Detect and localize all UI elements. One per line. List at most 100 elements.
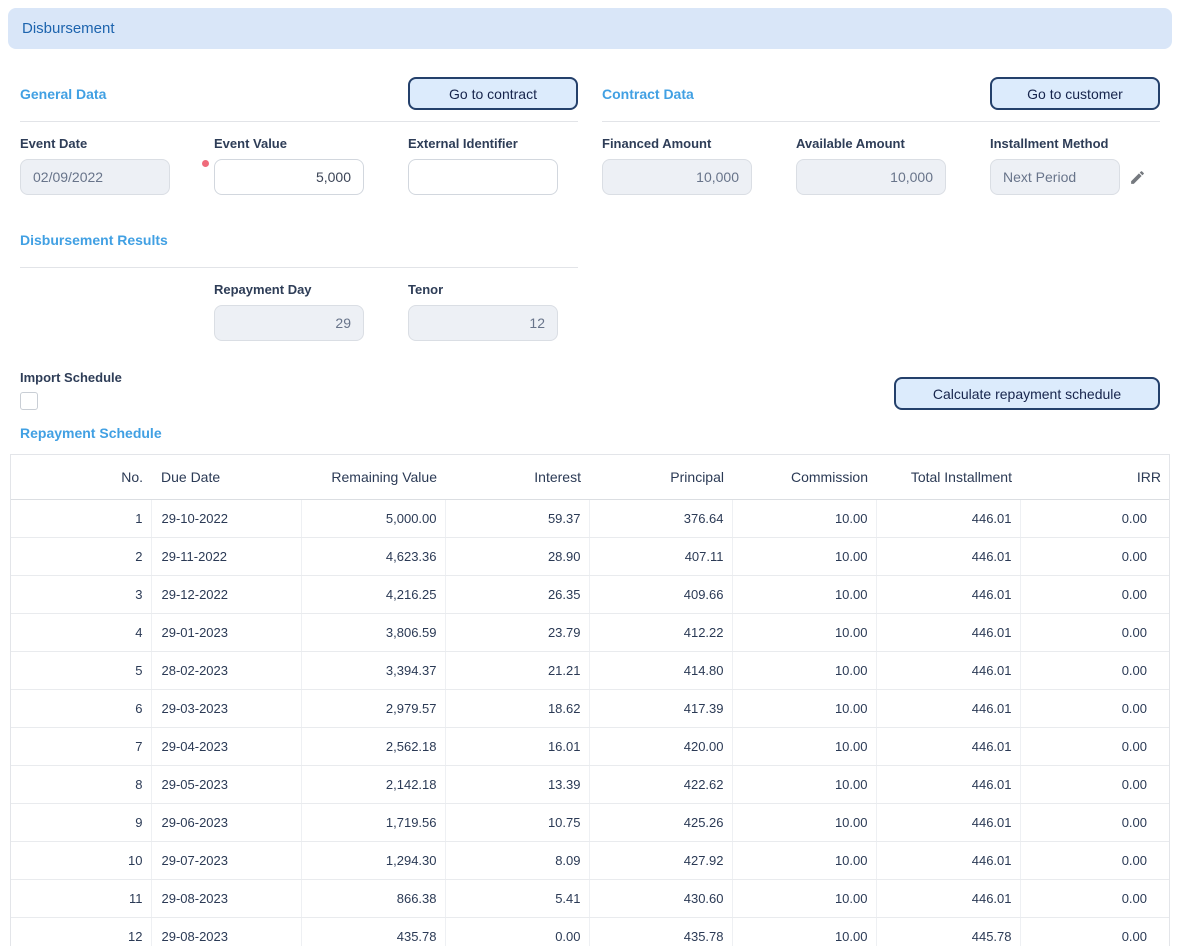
- import-schedule-label: Import Schedule: [20, 370, 122, 385]
- schedule-cell: 417.39: [588, 689, 732, 728]
- schedule-cell: 5: [11, 651, 151, 690]
- schedule-cell: 427.92: [588, 841, 732, 880]
- schedule-cell: 29-03-2023: [150, 689, 301, 728]
- pencil-icon[interactable]: [1129, 169, 1146, 186]
- column-header-principal: Principal: [589, 455, 732, 500]
- installment-method-input: [990, 159, 1120, 195]
- event-value-input[interactable]: [214, 159, 364, 195]
- schedule-cell: 10.75: [444, 803, 589, 842]
- external-identifier-input[interactable]: [408, 159, 558, 195]
- schedule-cell: 10: [11, 841, 151, 880]
- import-schedule-checkbox[interactable]: [20, 392, 38, 410]
- disbursement-results-section: Disbursement Results Repayment Day Tenor: [20, 223, 578, 341]
- available-amount-input: [796, 159, 946, 195]
- schedule-cell: 29-07-2023: [150, 841, 301, 880]
- available-amount-label: Available Amount: [796, 136, 905, 151]
- schedule-cell: 445.78: [875, 917, 1020, 946]
- disbursement-results-heading: Disbursement Results: [20, 231, 168, 248]
- schedule-cell: 10.00: [731, 727, 876, 766]
- schedule-cell: 21.21: [444, 651, 589, 690]
- divider: [20, 267, 578, 268]
- repayment-day-field: Repayment Day: [214, 282, 364, 341]
- schedule-cell: 12: [11, 917, 151, 946]
- schedule-cell: 420.00: [588, 727, 732, 766]
- schedule-cell: 435.78: [588, 917, 732, 946]
- financed-amount-label: Financed Amount: [602, 136, 712, 151]
- schedule-row: 11 29-08-2023 866.38 5.41 430.60 10.00 446.01 0…: [11, 879, 1169, 918]
- column-header-no-: No.: [11, 455, 151, 500]
- schedule-cell: 29-08-2023: [150, 917, 301, 946]
- tenor-field: Tenor: [408, 282, 558, 341]
- installment-method-field: Installment Method: [990, 136, 1144, 195]
- schedule-row: 3 29-12-2022 4,216.25 26.35 409.66 10.00 446.0…: [11, 575, 1169, 614]
- schedule-cell: 0.00: [1019, 917, 1169, 946]
- schedule-cell: 10.00: [731, 879, 876, 918]
- general-data-heading: General Data: [20, 85, 107, 102]
- general-data-section: General Data Go to contract Event Date E…: [20, 77, 578, 195]
- schedule-cell: 59.37: [444, 499, 589, 538]
- schedule-cell: 0.00: [444, 917, 589, 946]
- installment-method-label: Installment Method: [990, 136, 1109, 151]
- schedule-cell: 446.01: [875, 727, 1020, 766]
- column-header-total-installment: Total Installment: [876, 455, 1020, 500]
- schedule-cell: 0.00: [1019, 537, 1169, 576]
- schedule-cell: 3: [11, 575, 151, 614]
- schedule-cell: 422.62: [588, 765, 732, 804]
- column-header-irr: IRR: [1020, 455, 1169, 500]
- schedule-cell: 1,719.56: [300, 803, 445, 842]
- schedule-row: 6 29-03-2023 2,979.57 18.62 417.39 10.00 446.0…: [11, 689, 1169, 728]
- schedule-cell: 446.01: [875, 689, 1020, 728]
- event-date-label: Event Date: [20, 136, 88, 151]
- contract-data-section: Contract Data Go to customer Financed Am…: [602, 77, 1160, 195]
- go-to-contract-button[interactable]: Go to contract: [408, 77, 578, 110]
- schedule-cell: 5,000.00: [300, 499, 445, 538]
- schedule-row: 8 29-05-2023 2,142.18 13.39 422.62 10.00 446.0…: [11, 765, 1169, 804]
- go-to-customer-button[interactable]: Go to customer: [990, 77, 1160, 110]
- schedule-cell: 10.00: [731, 575, 876, 614]
- schedule-cell: 376.64: [588, 499, 732, 538]
- page-title: Disbursement: [22, 20, 115, 37]
- schedule-cell: 29-05-2023: [150, 765, 301, 804]
- repayment-day-label: Repayment Day: [214, 282, 312, 297]
- schedule-cell: 446.01: [875, 841, 1020, 880]
- schedule-cell: 29-12-2022: [150, 575, 301, 614]
- main-content: General Data Go to contract Event Date E…: [0, 77, 1180, 946]
- schedule-cell: 4,623.36: [300, 537, 445, 576]
- schedule-cell: 430.60: [588, 879, 732, 918]
- table-header-row: No. Due Date Remaining Value Interest Princi…: [11, 455, 1169, 500]
- schedule-cell: 28.90: [444, 537, 589, 576]
- schedule-cell: 0.00: [1019, 689, 1169, 728]
- external-identifier-label: External Identifier: [408, 136, 518, 151]
- schedule-cell: 23.79: [444, 613, 589, 652]
- event-date-input: [20, 159, 170, 195]
- schedule-cell: 4,216.25: [300, 575, 445, 614]
- schedule-cell: 0.00: [1019, 651, 1169, 690]
- schedule-cell: 0.00: [1019, 765, 1169, 804]
- schedule-cell: 10.00: [731, 613, 876, 652]
- results-spacer: [20, 282, 170, 341]
- schedule-cell: 29-01-2023: [150, 613, 301, 652]
- repayment-day-input: [214, 305, 364, 341]
- calculate-repayment-schedule-button[interactable]: Calculate repayment schedule: [894, 377, 1160, 410]
- schedule-cell: 16.01: [444, 727, 589, 766]
- schedule-cell: 5.41: [444, 879, 589, 918]
- schedule-cell: 446.01: [875, 499, 1020, 538]
- schedule-cell: 0.00: [1019, 803, 1169, 842]
- schedule-row: 5 28-02-2023 3,394.37 21.21 414.80 10.00 446.0…: [11, 651, 1169, 690]
- schedule-cell: 0.00: [1019, 727, 1169, 766]
- schedule-cell: 10.00: [731, 651, 876, 690]
- schedule-cell: 10.00: [731, 765, 876, 804]
- import-schedule-block: Import Schedule: [20, 370, 122, 410]
- divider: [20, 121, 578, 122]
- schedule-cell: 8.09: [444, 841, 589, 880]
- schedule-cell: 446.01: [875, 537, 1020, 576]
- schedule-cell: 1,294.30: [300, 841, 445, 880]
- schedule-cell: 29-11-2022: [150, 537, 301, 576]
- schedule-cell: 18.62: [444, 689, 589, 728]
- schedule-cell: 446.01: [875, 765, 1020, 804]
- schedule-cell: 29-10-2022: [150, 499, 301, 538]
- available-amount-field: Available Amount: [796, 136, 946, 195]
- schedule-cell: 4: [11, 613, 151, 652]
- schedule-cell: 29-08-2023: [150, 879, 301, 918]
- schedule-cell: 1: [11, 499, 151, 538]
